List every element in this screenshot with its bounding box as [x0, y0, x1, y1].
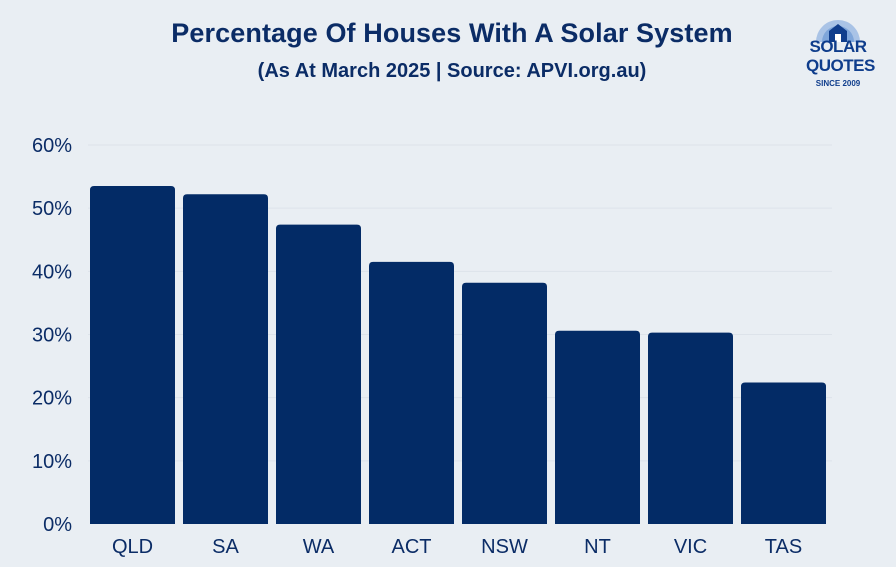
y-tick-label: 30%: [32, 325, 72, 347]
bar-sa: [183, 194, 268, 524]
logo-text-solar: SOLAR: [809, 37, 868, 56]
bar-nsw: [462, 282, 547, 524]
y-tick-label: 40%: [32, 261, 72, 283]
x-tick-label-tas: TAS: [765, 536, 802, 558]
y-tick-label: 0%: [43, 514, 72, 536]
x-tick-label-vic: VIC: [674, 536, 707, 558]
chart-subtitle: (As At March 2025 | Source: APVI.org.au): [257, 60, 647, 82]
bar-nt: [555, 330, 640, 524]
logo-text-since: SINCE 2009: [815, 79, 861, 88]
x-tick-label-sa: SA: [212, 536, 239, 558]
x-tick-label-nsw: NSW: [481, 536, 528, 558]
bar-act: [369, 261, 454, 524]
bar-vic: [648, 332, 733, 524]
y-tick-label: 10%: [32, 451, 72, 473]
logo-sun-house-icon: [816, 20, 860, 42]
logo-text-quotes: QUOTES: [806, 56, 875, 75]
y-tick-label: 20%: [32, 388, 72, 410]
solarquotes-logo: SOLAR QUOTES SINCE 2009: [806, 12, 875, 92]
x-tick-label-act: ACT: [392, 536, 432, 558]
y-tick-label: 50%: [32, 198, 72, 220]
y-tick-label: 60%: [32, 135, 72, 157]
x-tick-label-qld: QLD: [112, 536, 153, 558]
bar-tas: [741, 382, 826, 524]
bar-wa: [276, 224, 361, 524]
y-axis-ticks: 0% 10% 20% 30% 40% 50% 60%: [32, 135, 72, 536]
x-axis-ticks: QLD SA WA ACT NSW NT VIC TAS: [112, 536, 802, 558]
bar-qld: [90, 186, 175, 524]
x-tick-label-nt: NT: [584, 536, 611, 558]
x-tick-label-wa: WA: [303, 536, 335, 558]
chart-title: Percentage Of Houses With A Solar System: [171, 18, 733, 48]
bars: [90, 186, 826, 524]
